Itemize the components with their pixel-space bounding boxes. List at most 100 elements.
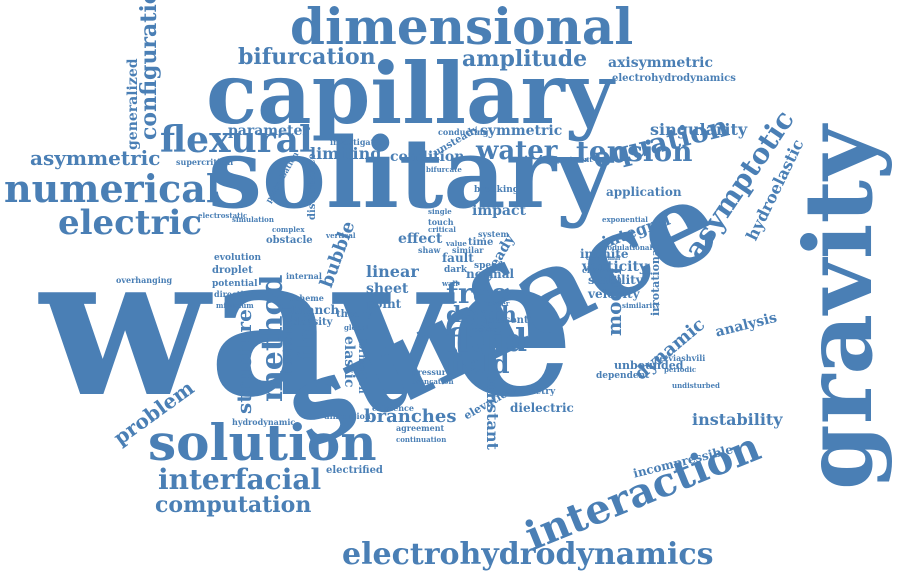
cloud-word: computation bbox=[155, 492, 312, 518]
cloud-word: velocity bbox=[588, 287, 640, 301]
cloud-word: hydrodynamic bbox=[232, 417, 296, 427]
cloud-word: petviashvili bbox=[654, 353, 706, 363]
cloud-word: touch bbox=[428, 217, 454, 227]
cloud-word: unbounded bbox=[614, 359, 684, 372]
cloud-word: value bbox=[446, 239, 467, 248]
cloud-word: critical bbox=[428, 225, 456, 234]
cloud-word: obstacle bbox=[266, 235, 313, 246]
cloud-word: singularity bbox=[650, 120, 748, 139]
cloud-word: parameter bbox=[228, 123, 310, 139]
cloud-word: elastic bbox=[341, 336, 357, 388]
cloud-word: shaw bbox=[418, 245, 441, 255]
cloud-word: direction bbox=[214, 289, 255, 299]
cloud-word: bifurcate bbox=[426, 165, 462, 174]
cloud-word: simulation bbox=[232, 215, 274, 224]
cloud-word: investigation bbox=[330, 137, 389, 147]
cloud-word: internal bbox=[286, 271, 322, 281]
cloud-word: evolution bbox=[214, 253, 262, 263]
cloud-word: axisymmetric bbox=[608, 55, 713, 71]
cloud-word: capillary bbox=[206, 44, 614, 143]
cloud-word: overhanging bbox=[116, 275, 173, 285]
cloud-word: water bbox=[476, 136, 558, 166]
cloud-word: similarity bbox=[622, 301, 660, 310]
cloud-word: instability bbox=[692, 410, 783, 429]
cloud-word: dielectric bbox=[510, 401, 574, 415]
cloud-word: channel bbox=[582, 265, 618, 275]
cloud-word: symmetric bbox=[480, 123, 563, 139]
cloud-word: limiting bbox=[310, 144, 382, 163]
cloud-word: field bbox=[446, 350, 510, 380]
cloud-word: effect bbox=[398, 231, 443, 247]
cloud-word: stability bbox=[588, 273, 643, 287]
cloud-word: configuration bbox=[136, 0, 162, 140]
cloud-word: solitary bbox=[208, 117, 612, 230]
cloud-word: existence bbox=[372, 403, 414, 413]
cloud-word: condition bbox=[390, 149, 465, 165]
cloud-word: dependent bbox=[596, 371, 650, 381]
cloud-word: asymmetric bbox=[30, 146, 161, 170]
cloud-word: order bbox=[488, 299, 510, 308]
cloud-word: agreement bbox=[396, 423, 445, 433]
cloud-word: dimensional bbox=[290, 0, 634, 56]
cloud-word: electrohydrodynamics bbox=[612, 73, 736, 84]
cloud-word: generalized bbox=[125, 58, 141, 150]
cloud-word: vorticity bbox=[582, 259, 648, 275]
cloud-word: periodic bbox=[664, 365, 697, 374]
cloud-word: amplitude bbox=[462, 46, 588, 72]
cloud-word: complex bbox=[272, 225, 305, 234]
cloud-word: single bbox=[428, 207, 452, 216]
cloud-word: density bbox=[292, 317, 333, 328]
cloud-word: normal bbox=[466, 267, 515, 281]
cloud-word: electric bbox=[58, 203, 203, 243]
cloud-word: depth bbox=[446, 302, 517, 328]
cloud-word: symmetry bbox=[506, 387, 556, 397]
cloud-word: electrified bbox=[326, 465, 383, 476]
cloud-word: wall bbox=[442, 279, 458, 288]
cloud-word: point bbox=[366, 297, 402, 311]
cloud-word: system bbox=[478, 229, 509, 239]
cloud-word: impact bbox=[472, 203, 526, 219]
cloud-word: conducting bbox=[438, 127, 489, 137]
cloud-word: similar bbox=[452, 245, 484, 255]
cloud-word: experiment bbox=[548, 155, 593, 164]
cloud-word: numerical bbox=[4, 166, 221, 211]
cloud-word: bifurcation bbox=[238, 44, 376, 70]
cloud-word: global bbox=[344, 323, 369, 332]
cloud-word: minimum bbox=[216, 301, 254, 310]
cloud-word: present bbox=[486, 315, 529, 326]
cloud-word: breaking bbox=[474, 185, 520, 195]
cloud-word: interfacial bbox=[158, 463, 322, 496]
cloud-word: wave bbox=[40, 211, 575, 441]
cloud-word: formation bbox=[356, 338, 367, 394]
cloud-word: pressure bbox=[412, 367, 452, 377]
cloud-word: fault bbox=[442, 251, 474, 265]
cloud-word: branch bbox=[292, 303, 340, 317]
cloud-word: dimension bbox=[324, 411, 371, 421]
cloud-word: theory bbox=[336, 309, 373, 320]
cloud-word: speed bbox=[474, 261, 504, 271]
cloud-word: regime bbox=[470, 325, 498, 334]
cloud-word: continuation bbox=[396, 435, 447, 444]
cloud-word: electrohydrodynamics bbox=[342, 537, 714, 572]
cloud-word: vertical bbox=[326, 231, 356, 240]
cloud-word: scheme bbox=[290, 293, 324, 303]
cloud-word: gravity bbox=[784, 125, 894, 490]
cloud-word: time bbox=[468, 237, 494, 248]
cloud-word: dark bbox=[444, 265, 468, 275]
cloud-word: modulational bbox=[600, 243, 653, 252]
cloud-word: droplet bbox=[212, 265, 253, 276]
cloud-word: flexural bbox=[160, 119, 313, 161]
cloud-word: structure bbox=[232, 309, 256, 414]
cloud-word: electrostatic bbox=[198, 211, 248, 220]
cloud-word: truncation bbox=[412, 377, 454, 386]
cloud-word: disturbance bbox=[307, 153, 318, 220]
cloud-word: application bbox=[606, 185, 682, 199]
cloud-word: analysis bbox=[713, 309, 779, 341]
cloud-word: free bbox=[446, 277, 509, 310]
cloud-word: tension bbox=[576, 135, 693, 168]
cloud-word: infinite bbox=[580, 247, 629, 261]
cloud-word: supercritical bbox=[176, 157, 234, 167]
cloud-word: potential bbox=[212, 279, 258, 289]
cloud-word: linear bbox=[366, 262, 419, 281]
